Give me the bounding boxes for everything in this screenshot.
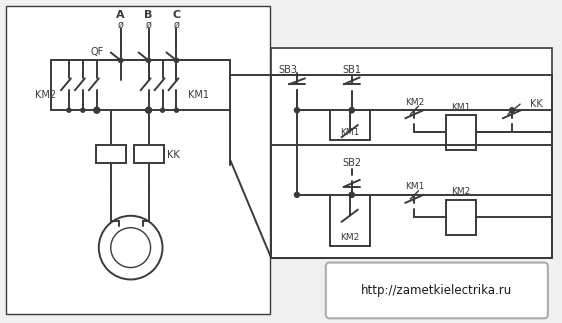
- Text: QF: QF: [90, 47, 104, 57]
- Text: SB2: SB2: [342, 158, 361, 168]
- Circle shape: [146, 107, 152, 113]
- Circle shape: [349, 108, 354, 113]
- Text: A: A: [116, 10, 125, 20]
- Circle shape: [119, 58, 123, 62]
- Bar: [446, 115, 476, 150]
- Circle shape: [67, 108, 71, 112]
- Bar: [134, 145, 164, 163]
- Text: KM2: KM2: [405, 98, 424, 107]
- Text: KM2: KM2: [452, 187, 471, 196]
- Circle shape: [147, 58, 151, 62]
- Text: B: B: [144, 10, 153, 20]
- Circle shape: [119, 58, 123, 62]
- Text: ø: ø: [174, 20, 179, 30]
- Circle shape: [161, 108, 165, 112]
- Circle shape: [147, 58, 151, 62]
- Circle shape: [81, 108, 85, 112]
- Text: C: C: [173, 10, 180, 20]
- Circle shape: [510, 108, 514, 113]
- Circle shape: [95, 108, 99, 112]
- Circle shape: [174, 58, 179, 62]
- Circle shape: [99, 216, 162, 279]
- Bar: [446, 200, 476, 235]
- Text: KM1: KM1: [451, 103, 471, 112]
- Circle shape: [174, 108, 179, 112]
- Text: http://zametkielectrika.ru: http://zametkielectrika.ru: [361, 284, 512, 297]
- Circle shape: [349, 193, 354, 197]
- Text: KK: KK: [530, 99, 543, 109]
- Bar: [271, 48, 552, 257]
- Circle shape: [294, 193, 300, 197]
- Text: KK: KK: [167, 150, 180, 160]
- Text: KM2: KM2: [35, 90, 56, 100]
- Circle shape: [349, 108, 354, 113]
- Text: ø: ø: [146, 20, 152, 30]
- Text: ø: ø: [118, 20, 124, 30]
- Text: SB3: SB3: [278, 65, 297, 75]
- Circle shape: [94, 107, 100, 113]
- Text: SB1: SB1: [342, 65, 361, 75]
- FancyBboxPatch shape: [326, 263, 548, 318]
- Bar: [6, 6, 270, 314]
- Circle shape: [174, 58, 179, 62]
- Text: KM1: KM1: [340, 128, 359, 137]
- Text: KM1: KM1: [188, 90, 210, 100]
- Circle shape: [294, 108, 300, 113]
- Circle shape: [349, 193, 354, 197]
- Bar: [96, 145, 126, 163]
- Text: KM1: KM1: [405, 182, 424, 192]
- Text: KM2: KM2: [340, 233, 359, 242]
- Circle shape: [147, 108, 151, 112]
